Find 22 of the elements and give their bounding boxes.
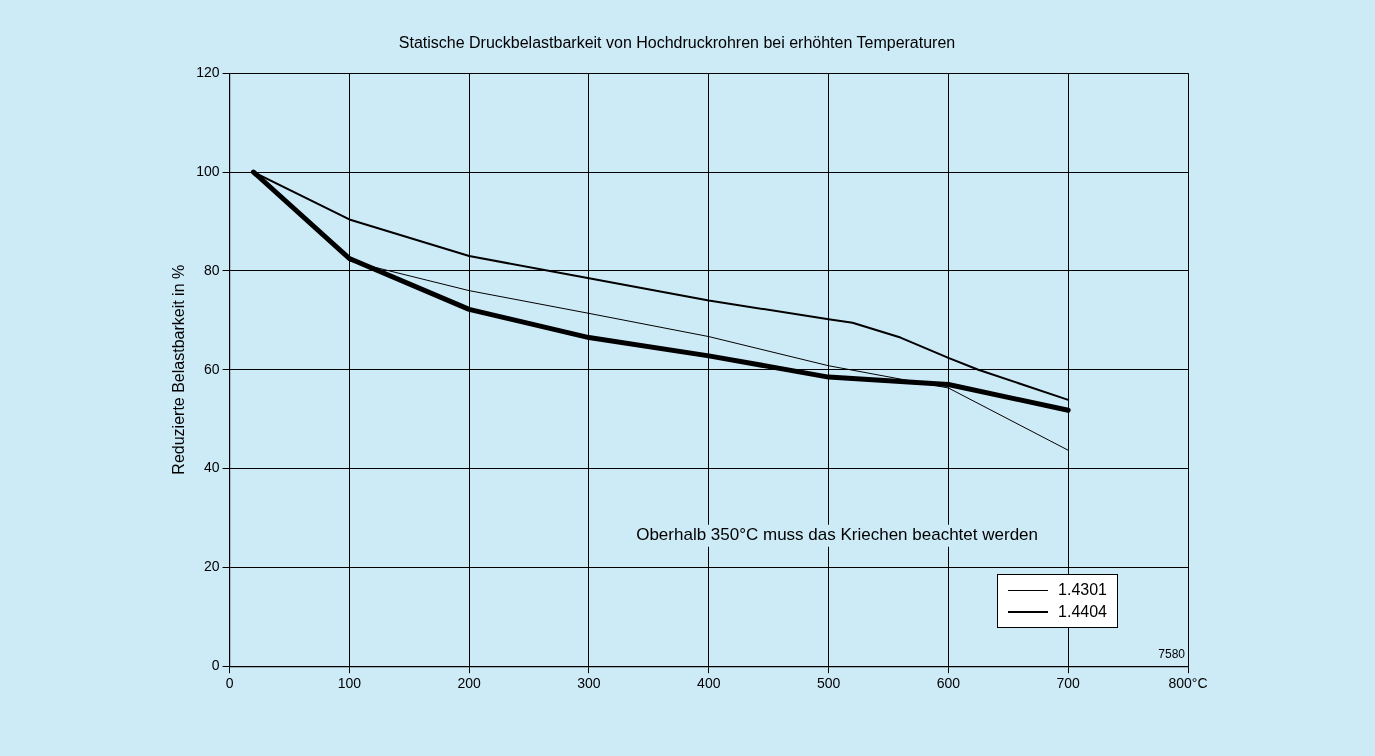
x-tick-label: 0 <box>225 675 234 692</box>
x-tick-label: 100 <box>337 675 362 692</box>
y-tick-label: 60 <box>203 360 220 377</box>
legend-label: 1.4404 <box>1058 603 1107 622</box>
annotation: Oberhalb 350°C muss das Kriechen beachtet werden <box>636 525 1038 545</box>
x-tick-label: 400 <box>697 675 721 692</box>
y-tick-label: 120 <box>196 64 220 81</box>
x-tick-label: 200 <box>457 675 482 692</box>
y-tick-label: 100 <box>196 162 220 179</box>
y-axis-title: Reduzierte Belastbarkeit in % <box>170 264 188 475</box>
y-tick-label: 0 <box>211 657 220 674</box>
y-tick-label: 80 <box>203 261 220 278</box>
chart-title: Statische Druckbelastbarkeit von Hochdruckrohren bei erhöhten Temperaturen <box>398 34 956 52</box>
x-tick-label: 700 <box>1056 675 1081 692</box>
legend-label: 1.4301 <box>1058 581 1107 600</box>
x-tick-label: 600 <box>936 675 961 692</box>
annotation: 7580 <box>1158 646 1186 661</box>
y-tick-label: 20 <box>203 558 220 575</box>
x-tick-label: 300 <box>577 675 601 692</box>
y-tick-label: 40 <box>203 459 220 476</box>
x-tick-label: 500 <box>816 675 841 692</box>
x-tick-label: 800°C <box>1168 675 1208 692</box>
